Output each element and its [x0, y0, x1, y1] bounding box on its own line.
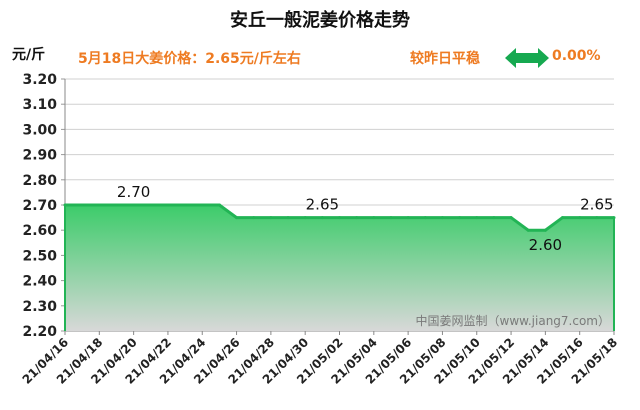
price-area	[65, 205, 614, 331]
y-tick-label: 3.10	[22, 97, 57, 113]
data-point	[355, 216, 359, 220]
data-point	[526, 228, 530, 232]
data-label: 2.65	[580, 196, 613, 214]
y-tick-label: 3.20	[22, 72, 57, 88]
data-point	[166, 203, 170, 207]
data-point	[509, 216, 513, 220]
data-point	[235, 216, 239, 220]
data-point	[183, 203, 187, 207]
data-point	[97, 203, 101, 207]
data-point	[114, 203, 118, 207]
compare-value: 0.00%	[552, 48, 601, 64]
compare-label: 较昨日平稳	[410, 51, 480, 67]
data-point	[440, 216, 444, 220]
data-point	[475, 216, 479, 220]
data-point	[286, 216, 290, 220]
price-note: 5月18日大姜价格：2.65元/斤左右	[78, 51, 301, 67]
data-point	[132, 203, 136, 207]
y-tick-label: 2.80	[22, 173, 57, 189]
data-point	[372, 216, 376, 220]
data-point	[406, 216, 410, 220]
y-axis-unit: 元/斤	[12, 47, 46, 63]
data-point	[595, 216, 599, 220]
data-point	[423, 216, 427, 220]
data-point	[338, 216, 341, 220]
data-point	[578, 216, 582, 220]
data-label: 2.60	[529, 236, 562, 254]
data-point	[200, 203, 204, 207]
watermark-text: 中国姜网监制（www.jiang7.com）	[416, 313, 610, 328]
chart-title: 安丘一般泥姜价格走势	[230, 10, 410, 31]
double-arrow-icon	[505, 48, 549, 68]
y-tick-label: 2.50	[22, 248, 57, 264]
data-point	[389, 216, 393, 220]
y-tick-label: 2.90	[22, 148, 57, 164]
data-label: 2.70	[117, 183, 150, 201]
data-point	[217, 203, 221, 207]
data-point	[80, 203, 84, 207]
data-point	[269, 216, 273, 220]
data-point	[543, 228, 547, 232]
data-point	[252, 216, 256, 220]
data-point	[303, 216, 307, 220]
data-point	[458, 216, 462, 220]
y-tick-label: 2.60	[22, 223, 57, 239]
y-tick-label: 2.20	[22, 324, 57, 340]
data-point	[149, 203, 153, 207]
data-point	[561, 216, 565, 220]
y-tick-label: 2.40	[22, 274, 57, 290]
data-label: 2.65	[306, 196, 339, 214]
data-point	[492, 216, 496, 220]
data-point	[612, 216, 616, 220]
y-tick-label: 2.70	[22, 198, 57, 214]
y-tick-label: 2.30	[22, 299, 57, 315]
y-tick-label: 3.00	[22, 122, 57, 138]
data-point	[320, 216, 324, 220]
data-point	[63, 203, 67, 207]
